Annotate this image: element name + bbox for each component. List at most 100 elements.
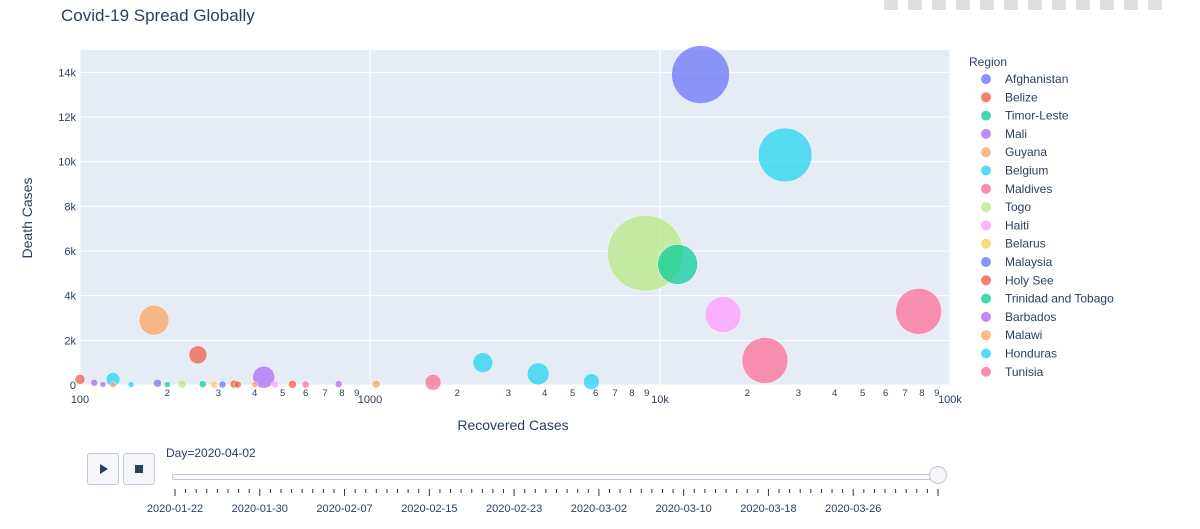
- bubble-belarus[interactable]: [210, 380, 218, 389]
- legend-marker[interactable]: [981, 311, 991, 322]
- legend-marker[interactable]: [981, 366, 991, 377]
- slider-date-label: 2020-01-30: [232, 503, 288, 515]
- slider-track[interactable]: [172, 474, 943, 480]
- x-minor-tick-label: 8: [629, 388, 634, 399]
- bubble-haiti[interactable]: [271, 380, 279, 389]
- bubble-mali[interactable]: [252, 365, 275, 389]
- legend-item-malaysia[interactable]: Malaysia: [1005, 255, 1053, 269]
- hover-compare-icon[interactable]: [1148, 0, 1162, 10]
- legend-item-honduras[interactable]: Honduras: [1005, 347, 1057, 361]
- legend-marker[interactable]: [981, 165, 991, 176]
- bubble-afghanistan[interactable]: [671, 45, 730, 104]
- legend-marker[interactable]: [981, 92, 991, 103]
- bubble-belgium[interactable]: [757, 127, 813, 183]
- legend-item-belarus[interactable]: Belarus: [1005, 237, 1046, 251]
- box-select-icon[interactable]: [956, 0, 970, 10]
- legend[interactable]: Afghanistan Belize Timor-Leste Mali Guyana Be…: [981, 72, 1114, 379]
- legend-item-guyana[interactable]: Guyana: [1005, 145, 1047, 159]
- bubble-holy-see[interactable]: [234, 380, 242, 389]
- legend-item-barbados[interactable]: Barbados: [1005, 310, 1056, 324]
- legend-item-afghanistan[interactable]: Afghanistan: [1005, 72, 1068, 86]
- legend-marker[interactable]: [981, 74, 991, 84]
- legend-marker[interactable]: [981, 330, 991, 341]
- legend-marker[interactable]: [981, 147, 991, 158]
- legend-item-malawi[interactable]: Malawi: [1005, 328, 1042, 342]
- bubble-maldives[interactable]: [741, 337, 789, 384]
- slider-date-label: 2020-03-26: [825, 503, 881, 515]
- x-minor-tick-label: 7: [612, 388, 617, 399]
- zoom-out-icon[interactable]: [1028, 0, 1042, 10]
- slider-handle[interactable]: [929, 466, 947, 484]
- legend-marker[interactable]: [981, 220, 991, 231]
- legend-marker[interactable]: [981, 128, 991, 139]
- bubble-timor-leste[interactable]: [198, 380, 207, 388]
- x-minor-tick-label: 4: [542, 388, 547, 399]
- bubble-belgium[interactable]: [526, 362, 550, 386]
- spike-lines-icon[interactable]: [1100, 0, 1114, 10]
- legend-item-trinidad-and-tobago[interactable]: Trinidad and Tobago: [1005, 292, 1114, 306]
- bubble-belgium[interactable]: [472, 352, 494, 373]
- chart-title: Covid-19 Spread Globally: [61, 6, 255, 25]
- x-minor-tick-label: 6: [593, 388, 598, 399]
- legend-item-maldives[interactable]: Maldives: [1005, 182, 1052, 196]
- bubble-guyana[interactable]: [109, 381, 117, 389]
- legend-marker[interactable]: [981, 293, 991, 304]
- legend-marker[interactable]: [981, 257, 991, 267]
- stop-button[interactable]: [123, 453, 155, 485]
- reset-axes-icon[interactable]: [1076, 0, 1090, 10]
- bubble-tunisia[interactable]: [895, 288, 942, 335]
- legend-item-timor-leste[interactable]: Timor-Leste: [1005, 109, 1069, 123]
- bubble-belgium[interactable]: [583, 373, 600, 390]
- bubble-togo[interactable]: [177, 379, 187, 389]
- bubble-malawi[interactable]: [251, 381, 258, 388]
- zoom-in-icon[interactable]: [1004, 0, 1018, 10]
- x-axis-title: Recovered Cases: [457, 417, 568, 433]
- zoom-icon[interactable]: [908, 0, 922, 10]
- bubble-mali[interactable]: [334, 380, 343, 388]
- legend-item-haiti[interactable]: Haiti: [1005, 218, 1029, 232]
- bubble-belize[interactable]: [188, 345, 208, 365]
- bubble-barbados[interactable]: [99, 381, 107, 388]
- camera-icon[interactable]: [884, 0, 898, 10]
- bubble-trinidad-and-tobago[interactable]: [164, 381, 171, 388]
- legend-item-belgium[interactable]: Belgium: [1005, 164, 1048, 178]
- x-minor-tick-label: 8: [339, 388, 344, 399]
- bubble-guyana[interactable]: [371, 379, 381, 389]
- slider-date-label: 2020-02-15: [401, 503, 457, 515]
- legend-item-mali[interactable]: Mali: [1005, 127, 1027, 141]
- plot-area[interactable]: [80, 50, 950, 385]
- bubble-haiti[interactable]: [704, 296, 742, 333]
- autoscale-icon[interactable]: [1052, 0, 1066, 10]
- legend-item-tunisia[interactable]: Tunisia: [1005, 365, 1044, 379]
- bubble-belize[interactable]: [74, 374, 86, 385]
- x-tick-label: 100: [71, 394, 89, 406]
- stop-icon: [135, 465, 143, 473]
- slider-date-label: 2020-03-18: [740, 503, 796, 515]
- bubble-maldives[interactable]: [424, 374, 442, 391]
- legend-marker[interactable]: [981, 183, 991, 194]
- lasso-icon[interactable]: [980, 0, 994, 10]
- bubble-guyana[interactable]: [138, 304, 170, 336]
- pan-icon[interactable]: [932, 0, 946, 10]
- bubble-afghanistan[interactable]: [153, 378, 162, 388]
- legend-item-togo[interactable]: Togo: [1005, 200, 1031, 214]
- bubble-maldives[interactable]: [301, 380, 310, 389]
- legend-marker[interactable]: [981, 275, 991, 286]
- hover-closest-icon[interactable]: [1124, 0, 1138, 10]
- legend-marker[interactable]: [981, 110, 991, 121]
- legend-marker[interactable]: [981, 348, 991, 359]
- bubble-timor-leste[interactable]: [657, 244, 698, 285]
- bubble-malaysia[interactable]: [218, 380, 227, 389]
- modebar[interactable]: [884, 0, 1172, 12]
- legend-marker[interactable]: [981, 238, 991, 249]
- bubble-mali[interactable]: [90, 379, 99, 387]
- play-button[interactable]: [87, 453, 119, 485]
- x-minor-tick-label: 5: [280, 388, 285, 399]
- legend-item-belize[interactable]: Belize: [1005, 90, 1038, 104]
- bubble-honduras[interactable]: [127, 381, 135, 388]
- x-minor-tick-label: 2: [165, 388, 170, 399]
- bubble-belize[interactable]: [288, 380, 297, 389]
- legend-item-holy-see[interactable]: Holy See: [1005, 273, 1054, 287]
- legend-marker[interactable]: [981, 202, 991, 213]
